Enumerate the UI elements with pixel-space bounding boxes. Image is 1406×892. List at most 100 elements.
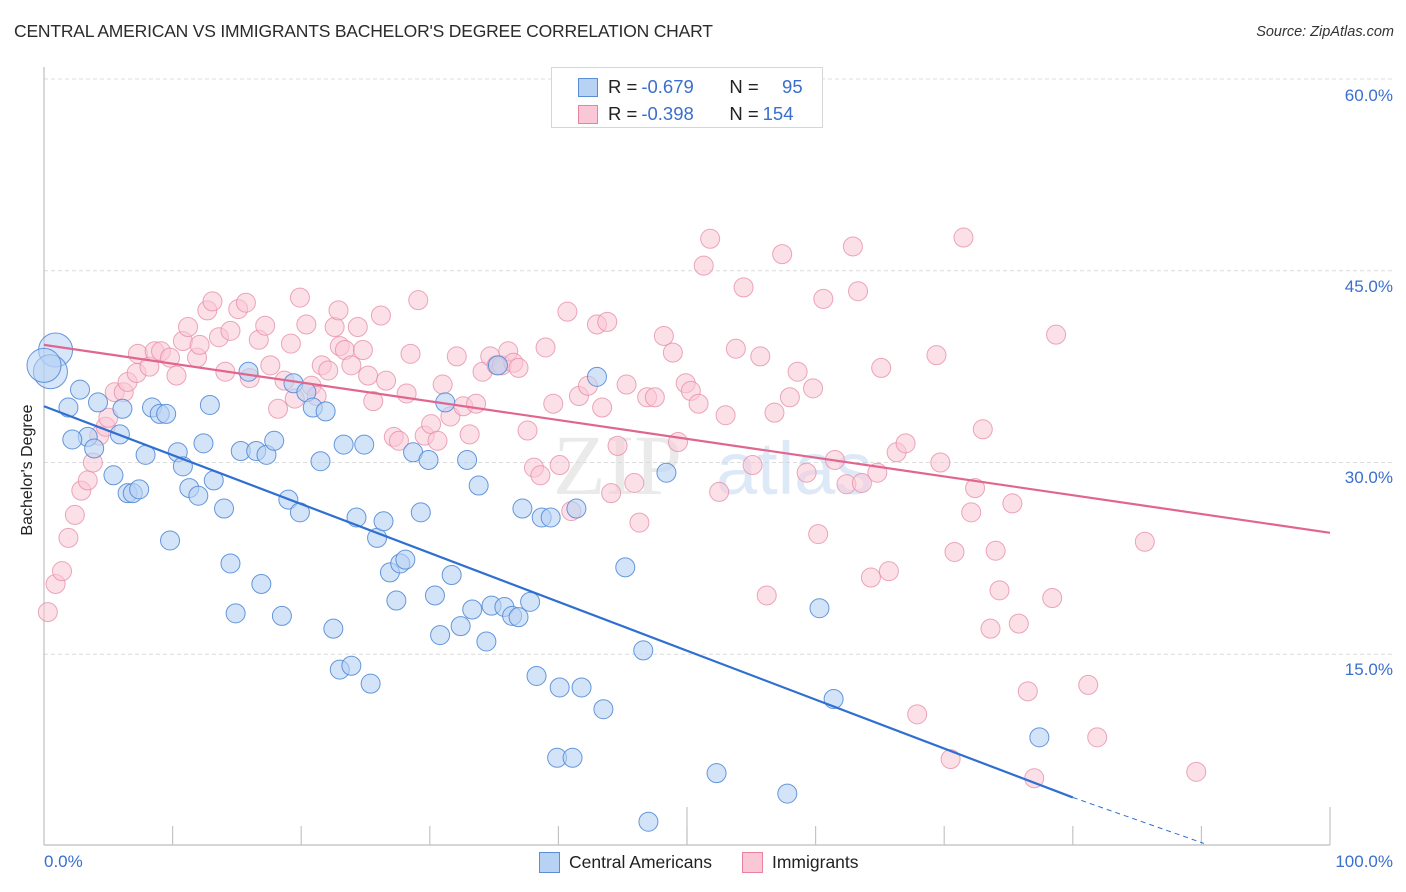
point-immigrants [280, 333, 301, 354]
point-central-americans [410, 502, 431, 523]
point-central-americans [62, 429, 83, 450]
point-central-americans [112, 398, 133, 419]
point-central-americans [310, 451, 331, 472]
y-tick-label-60: 60.0% [1344, 86, 1393, 105]
point-immigrants [796, 462, 817, 483]
chart-title: CENTRAL AMERICAN VS IMMIGRANTS BACHELOR'… [14, 21, 713, 41]
point-central-americans [199, 394, 220, 415]
point-central-americans [633, 640, 654, 661]
point-central-americans [424, 585, 445, 606]
point-central-americans [418, 449, 439, 470]
legend-r-value: -0.679 [641, 76, 694, 97]
point-immigrants [358, 365, 379, 386]
point-immigrants [508, 357, 529, 378]
point-immigrants [517, 420, 538, 441]
point-central-americans [809, 598, 830, 619]
point-central-americans [462, 599, 483, 620]
point-immigrants [268, 398, 289, 419]
point-immigrants [709, 481, 730, 502]
point-immigrants [1078, 674, 1099, 695]
point-central-americans [251, 573, 272, 594]
point-central-americans [160, 530, 181, 551]
legend-label-immigrants: Immigrants [771, 852, 859, 872]
point-central-americans [271, 605, 292, 626]
point-immigrants [1042, 588, 1063, 609]
y-tick-label-45: 45.0% [1344, 277, 1393, 296]
point-immigrants [166, 365, 187, 386]
point-central-americans [656, 462, 677, 483]
point-immigrants [989, 580, 1010, 601]
point-central-americans-large [26, 347, 62, 383]
point-immigrants [318, 360, 339, 381]
point-immigrants [851, 472, 872, 493]
point-central-americans [360, 673, 381, 694]
point-immigrants [370, 305, 391, 326]
point-immigrants [750, 346, 771, 367]
point-immigrants [961, 502, 982, 523]
point-central-americans [476, 631, 497, 652]
x-tick-label-max: 100.0% [1335, 852, 1393, 871]
point-central-americans [526, 665, 547, 686]
point-immigrants [944, 541, 965, 562]
legend-r-value: -0.398 [641, 103, 694, 124]
point-central-americans [512, 498, 533, 519]
point-immigrants [907, 704, 928, 725]
point-immigrants [289, 287, 310, 308]
point-immigrants [1087, 727, 1108, 748]
point-central-americans [457, 449, 478, 470]
axes [43, 67, 1331, 846]
point-immigrants [624, 472, 645, 493]
point-immigrants [220, 320, 241, 341]
trendline-central-americans [43, 405, 1074, 799]
point-immigrants [58, 527, 79, 548]
point-central-americans [58, 397, 79, 418]
point-immigrants [926, 345, 947, 366]
point-immigrants [848, 281, 869, 302]
point-central-americans [264, 430, 285, 451]
point-immigrants [930, 452, 951, 473]
point-central-americans [129, 479, 150, 500]
legend-swatch-immigrants [741, 852, 763, 873]
point-immigrants [1008, 613, 1029, 634]
point-central-americans [615, 557, 636, 578]
point-central-americans [341, 655, 362, 676]
point-immigrants [592, 397, 613, 418]
point-central-americans [586, 366, 607, 387]
point-immigrants [352, 340, 373, 361]
point-immigrants [772, 244, 793, 265]
point-immigrants [376, 370, 397, 391]
legend-item-central-americans[interactable]: Central Americans [539, 852, 712, 873]
point-central-americans [238, 361, 259, 382]
point-immigrants [860, 567, 881, 588]
point-immigrants [202, 291, 223, 312]
point-central-americans [777, 783, 798, 804]
point-central-americans [188, 485, 209, 506]
point-central-americans [333, 434, 354, 455]
point-immigrants [189, 334, 210, 355]
point-central-americans [373, 511, 394, 532]
point-immigrants [895, 433, 916, 454]
point-immigrants [693, 255, 714, 276]
point-immigrants [1186, 761, 1207, 782]
point-central-americans [566, 498, 587, 519]
legend-n-value: 154 [762, 103, 794, 124]
legend-item-immigrants[interactable]: Immigrants [741, 852, 859, 873]
point-immigrants [296, 314, 317, 335]
point-immigrants [725, 338, 746, 359]
point-immigrants [549, 455, 570, 476]
point-immigrants [597, 311, 618, 332]
point-immigrants [530, 465, 551, 486]
point-immigrants [779, 387, 800, 408]
point-immigrants [616, 374, 637, 395]
point-central-americans [220, 553, 241, 574]
point-central-americans [84, 438, 105, 459]
point-immigrants [396, 383, 417, 404]
point-central-americans [430, 625, 451, 646]
point-immigrants [77, 470, 98, 491]
point-immigrants [842, 236, 863, 257]
y-tick-label-15: 15.0% [1344, 660, 1393, 679]
point-immigrants [341, 355, 362, 376]
point-immigrants [662, 342, 683, 363]
point-central-americans [214, 498, 235, 519]
point-immigrants [813, 288, 834, 309]
